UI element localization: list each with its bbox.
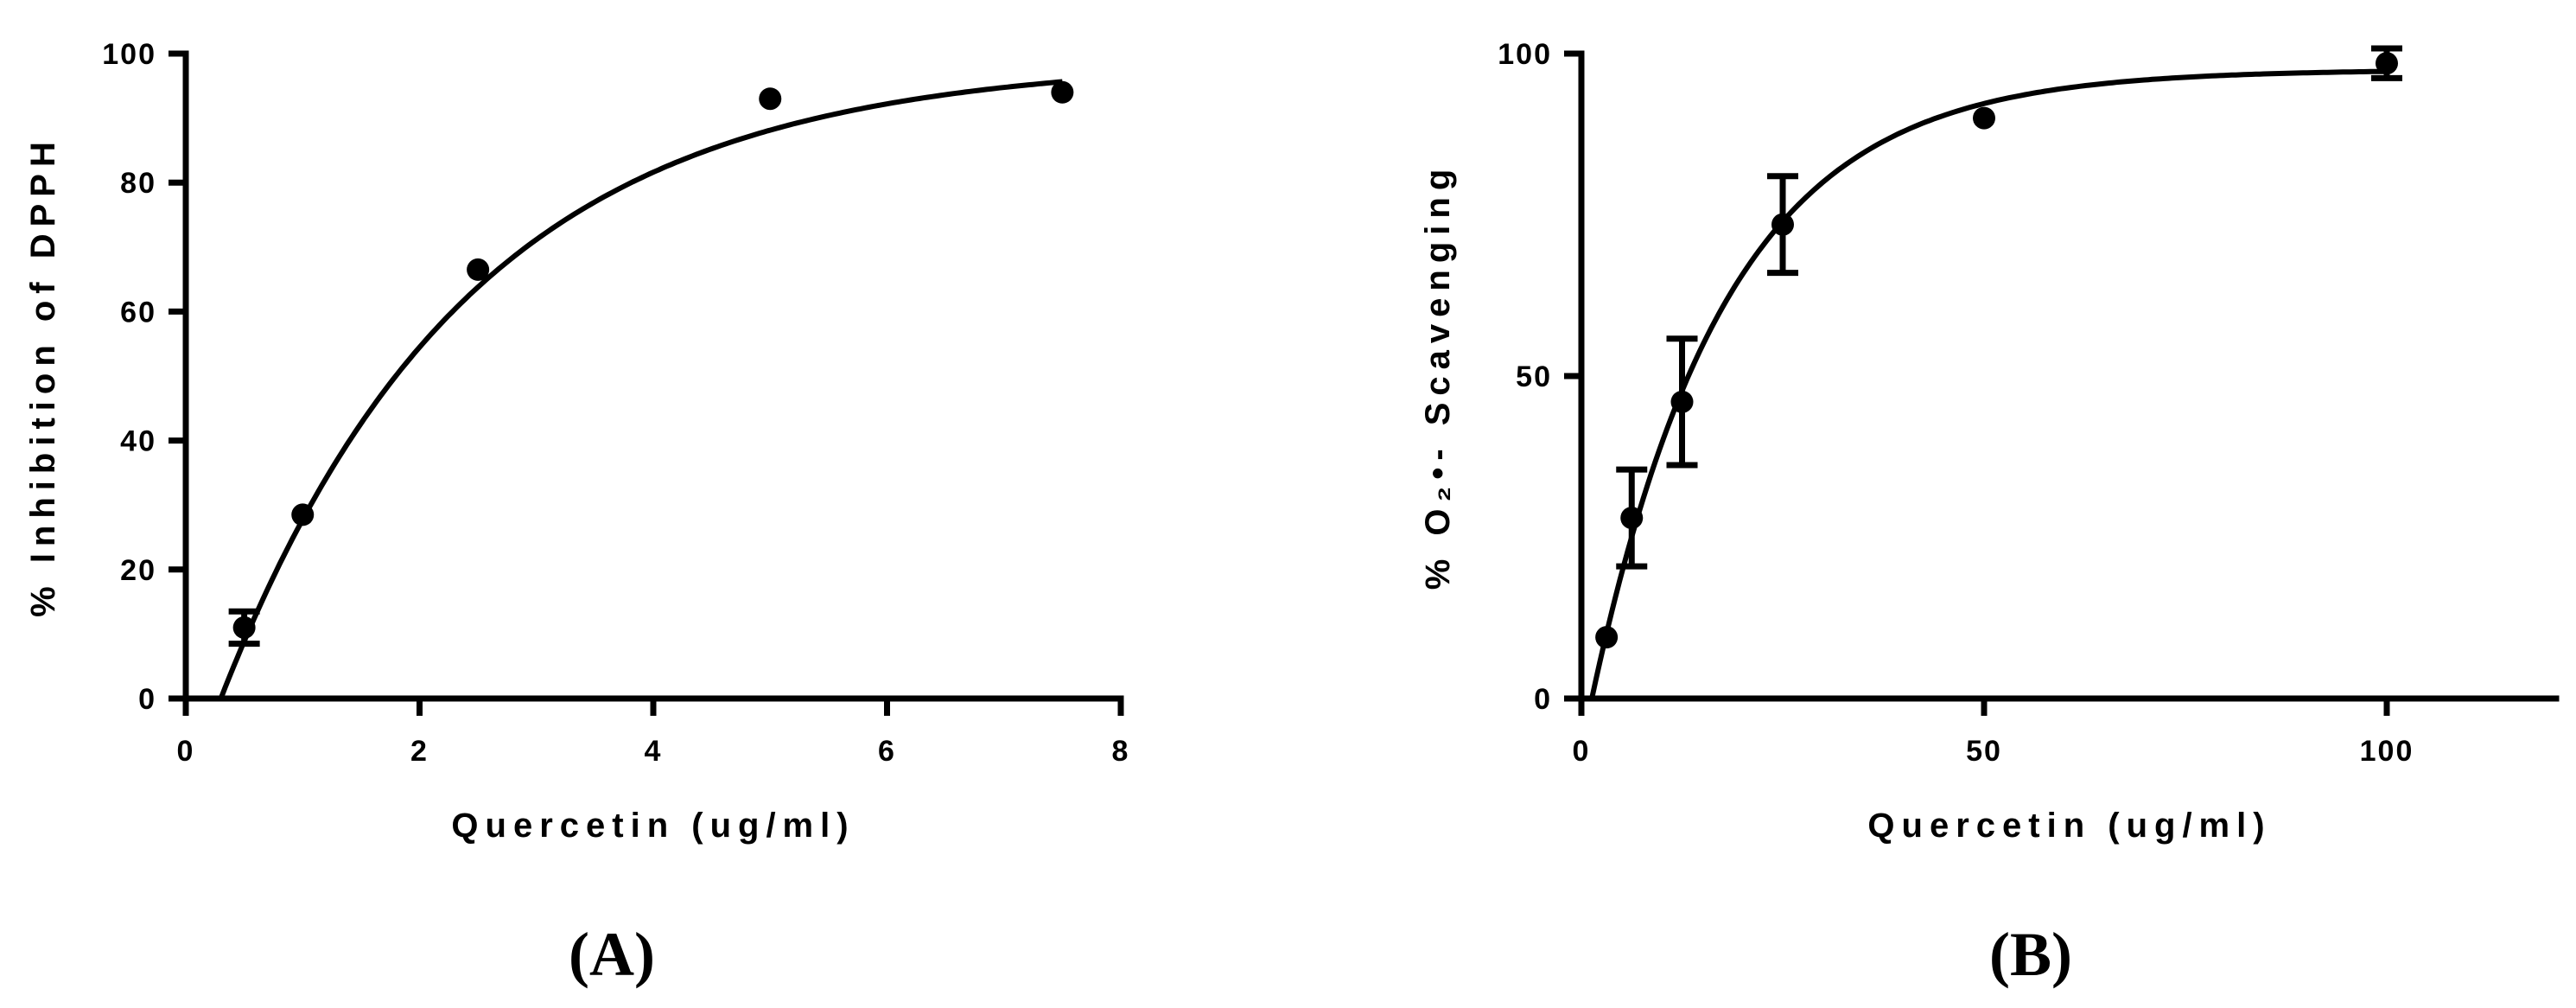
- panel-a-x-tick-label: 8: [1112, 735, 1130, 768]
- panel-b-x-axis-title: Quercetin (ug/ml): [1867, 807, 2271, 845]
- panel-a-data-point: [467, 258, 490, 281]
- panel-b-data-point: [1595, 626, 1619, 649]
- panel-a-y-tick-label: 40: [120, 425, 156, 458]
- panel-a-x-axis-title: Quercetin (ug/ml): [451, 807, 855, 845]
- panel-b-data-point: [2376, 52, 2398, 75]
- panel-a-y-tick-label: 80: [120, 167, 156, 200]
- panel-a-x-tick-label: 2: [410, 735, 429, 768]
- panel-a-y-tick-label: 20: [120, 554, 156, 587]
- panel-b-x-ticks: 0 50 100: [1573, 699, 2414, 768]
- panel-b-label: (B): [1989, 920, 2072, 989]
- panel-a-x-ticks: 0 2 4 6 8: [177, 699, 1130, 768]
- panel-a-x-tick-label: 4: [645, 735, 663, 768]
- panel-a-data-point: [759, 87, 782, 111]
- panel-a-x-tick-label: 6: [878, 735, 896, 768]
- panel-b-y-axis-title: % O₂•- Scavenging: [1419, 163, 1457, 590]
- panel-b-fit-curve: [1589, 68, 2388, 699]
- panel-b-data-points: [1595, 45, 2402, 649]
- panel-a-data-point: [291, 503, 315, 526]
- panel-a-x-tick-label: 0: [177, 735, 195, 768]
- panel-b-data-point: [1620, 507, 1644, 530]
- panel-a-label: (A): [569, 920, 655, 989]
- panel-b-data-point: [1670, 390, 1694, 413]
- panel-b-y-tick-label: 100: [1498, 38, 1552, 71]
- panel-b-y-tick-label: 50: [1516, 360, 1552, 393]
- panel-b-y-ticks: 0 50 100: [1498, 38, 1581, 716]
- panel-a-y-tick-label: 60: [120, 296, 156, 329]
- panel-a-y-tick-label: 0: [138, 683, 156, 716]
- panel-a-y-tick-label: 100: [102, 38, 156, 71]
- panel-b-x-tick-label: 100: [2360, 735, 2414, 768]
- panel-b-x-tick-label: 50: [1966, 735, 2002, 768]
- panel-a-data-point: [232, 616, 256, 639]
- panel-a-y-axis-title: % Inhibition of DPPH: [24, 135, 62, 617]
- panel-a: 0 2 4 6 8 0 20 40 60 80 100 Quercetin (ug/ml) % I…: [24, 38, 1130, 989]
- panel-a-data-points: [228, 80, 1074, 648]
- panel-a-y-ticks: 0 20 40 60 80 100: [102, 38, 186, 716]
- panel-b: 0 50 100 0 50 100 Quercetin (ug/ml) % O₂•- S…: [1419, 38, 2560, 989]
- panel-b-y-tick-label: 0: [1534, 683, 1552, 716]
- panel-b-data-point: [1973, 106, 1995, 130]
- panel-a-fit-curve: [218, 79, 1063, 700]
- panel-a-data-point: [1051, 80, 1074, 104]
- panel-b-data-point: [1771, 213, 1794, 236]
- panel-b-x-tick-label: 0: [1573, 735, 1591, 768]
